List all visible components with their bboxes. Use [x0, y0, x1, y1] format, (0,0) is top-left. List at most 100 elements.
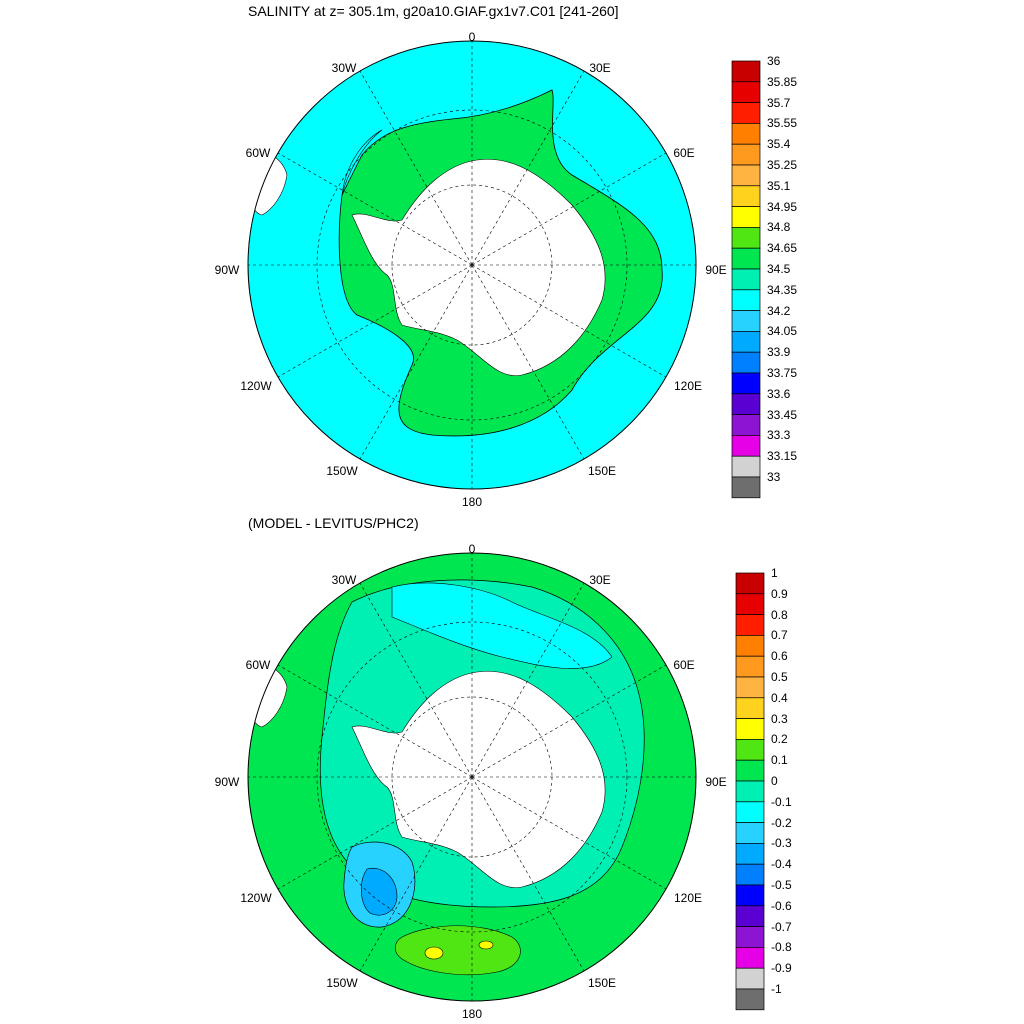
colorbar-swatch	[731, 60, 761, 83]
colorbar-label: 0	[771, 774, 778, 788]
colorbar-swatch	[735, 572, 765, 595]
map-border	[247, 40, 697, 490]
lon-label-90w: 90W	[214, 263, 240, 277]
salinity-lowband	[341, 129, 383, 196]
lon-label-150w: 150W	[326, 976, 358, 990]
colorbar-label: -0.8	[771, 940, 792, 955]
lon-label-30e: 30E	[589, 61, 611, 75]
colorbar-label: 33.3	[767, 428, 791, 443]
colorbar-swatch	[731, 123, 761, 145]
colorbar-label: 33.15	[767, 449, 798, 464]
colorbar-swatch	[731, 247, 761, 270]
lon-label-180: 180	[461, 495, 483, 509]
positive-0-3-blob-b	[478, 940, 494, 950]
lon-label-120w: 120W	[240, 379, 272, 393]
colorbar-swatches	[735, 572, 765, 1011]
colorbar-label: -0.2	[771, 815, 792, 830]
colorbar-label: 0.3	[771, 711, 788, 726]
colorbar-swatch	[731, 289, 761, 311]
colorbar-swatch	[735, 593, 765, 615]
colorbar-swatch	[735, 780, 765, 803]
lon-label-60w: 60W	[245, 658, 271, 672]
colorbar-label: 34.65	[767, 241, 798, 256]
lon-label-30w: 30W	[331, 573, 357, 587]
colorbar-label: 33.9	[767, 345, 791, 360]
colorbar-swatch	[731, 331, 761, 353]
colorbar-swatch	[735, 905, 765, 927]
colorbar-swatches	[731, 60, 761, 499]
lon-label-120e: 120E	[673, 379, 703, 393]
colorbar-label: 36	[767, 54, 781, 68]
colorbar-label: 33.45	[767, 407, 798, 422]
colorbar-swatch	[735, 614, 765, 636]
colorbar-label: 34.2	[767, 303, 791, 318]
lon-label-120w: 120W	[240, 891, 272, 905]
colorbar-swatch	[731, 206, 761, 228]
colorbar-label: 1	[771, 566, 778, 580]
colorbar-label: 0.4	[771, 690, 788, 705]
lon-label-90w: 90W	[214, 775, 240, 789]
colorbar-label: 33.75	[767, 366, 798, 380]
colorbar-swatch	[735, 863, 765, 886]
colorbar-swatch	[731, 102, 761, 124]
lon-label-90e: 90E	[705, 263, 727, 277]
difference-polar-map	[247, 552, 697, 1002]
negative-0-4-core	[361, 867, 398, 916]
colorbar-label: 33	[767, 470, 781, 484]
graticule	[248, 41, 696, 489]
colorbar-label: 0.8	[771, 607, 788, 622]
colorbar-label: 33.6	[767, 386, 791, 401]
colorbar-label: -0.4	[771, 857, 792, 872]
colorbar-swatch	[735, 843, 765, 865]
colorbar-label: -1	[771, 982, 782, 996]
lon-label-150e: 150E	[587, 976, 617, 990]
colorbar-swatch	[735, 947, 765, 969]
colorbar-swatch	[735, 801, 765, 823]
colorbar-label: 0.7	[771, 628, 788, 643]
lon-label-180: 180	[461, 1007, 483, 1021]
colorbar-label: 34.5	[767, 262, 791, 276]
colorbar-swatch	[731, 143, 761, 166]
lon-label-60e: 60E	[673, 658, 695, 672]
lon-label-30w: 30W	[331, 61, 357, 75]
lon-label-90e: 90E	[705, 775, 727, 789]
colorbar-label: 0.5	[771, 670, 788, 684]
colorbar-swatch	[731, 476, 761, 499]
colorbar-label: 35.55	[767, 116, 798, 131]
panel-title: (MODEL - LEVITUS/PHC2)	[248, 515, 419, 531]
lon-label-150w: 150W	[326, 464, 358, 478]
colorbar-label: -0.7	[771, 919, 792, 934]
colorbar-swatch	[735, 635, 765, 657]
colorbar-swatch	[731, 372, 761, 395]
colorbar-swatch	[731, 81, 761, 103]
colorbar-label: -0.3	[771, 836, 792, 851]
colorbar-label: 34.8	[767, 220, 791, 235]
colorbar-label: 35.1	[767, 178, 791, 193]
colorbar-swatch	[735, 718, 765, 740]
lon-label-150e: 150E	[587, 464, 617, 478]
colorbar-label: 34.05	[767, 324, 798, 339]
panel-title: SALINITY at z= 305.1m, g20a10.GIAF.gx1v7…	[248, 3, 619, 19]
positive-0-2-blob	[394, 925, 521, 976]
colorbar-label: -0.5	[771, 878, 792, 892]
colorbar-label: 35.7	[767, 95, 791, 110]
colorbar-label: -0.1	[771, 794, 792, 809]
colorbar-label: -0.6	[771, 898, 792, 913]
colorbar-swatch	[735, 884, 765, 907]
colorbar-swatch	[731, 164, 761, 187]
colorbar-swatch	[735, 655, 765, 678]
colorbar-label: 0.1	[771, 753, 788, 768]
colorbar-swatch	[735, 739, 765, 761]
colorbar-swatch	[731, 414, 761, 436]
colorbar-swatch	[735, 676, 765, 699]
colorbar-label: 34.95	[767, 199, 798, 214]
graticule	[248, 553, 696, 1001]
colorbar-label: 35.4	[767, 137, 791, 152]
colorbar-swatch	[731, 455, 761, 478]
colorbar-label: 35.25	[767, 158, 798, 172]
colorbar-label: -0.9	[771, 961, 792, 976]
colorbar-label: 0.2	[771, 732, 788, 747]
colorbar-label: 34.35	[767, 282, 798, 297]
lon-label-0: 0	[468, 30, 476, 44]
colorbar-swatch	[731, 435, 761, 457]
